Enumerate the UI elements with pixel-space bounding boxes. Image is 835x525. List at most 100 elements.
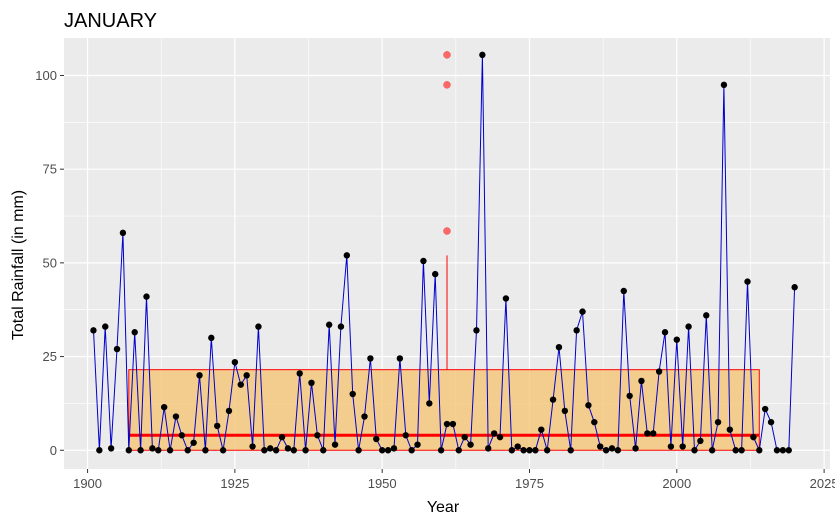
data-point: [714, 418, 722, 426]
data-point: [626, 392, 633, 400]
data-point: [703, 312, 710, 319]
data-point: [449, 420, 457, 428]
data-point: [532, 447, 539, 454]
outlier-point: [443, 227, 451, 235]
data-point: [396, 355, 404, 362]
y-tick-label: 100: [35, 68, 57, 83]
data-point: [496, 433, 504, 441]
x-tick-label: 1975: [515, 476, 544, 491]
data-point: [673, 336, 680, 343]
data-point: [567, 447, 574, 454]
data-point: [172, 413, 180, 420]
data-point: [543, 447, 551, 454]
data-point: [402, 432, 409, 439]
data-point: [473, 327, 480, 334]
data-point: [502, 295, 510, 302]
data-point: [178, 432, 186, 439]
data-point: [243, 372, 250, 379]
x-tick-label: 2000: [662, 476, 691, 491]
data-point: [414, 441, 421, 448]
data-point: [614, 447, 622, 454]
data-point: [384, 447, 392, 454]
data-point: [408, 447, 415, 454]
data-point: [432, 270, 439, 278]
data-point: [166, 447, 174, 454]
data-point: [650, 430, 657, 437]
data-point: [620, 287, 627, 295]
data-point: [349, 390, 356, 398]
data-point: [320, 447, 327, 454]
x-axis-title: Year: [427, 499, 460, 516]
data-point: [314, 432, 321, 439]
data-point: [331, 441, 339, 448]
data-point: [107, 445, 115, 452]
chart-title: JANUARY: [64, 10, 157, 32]
data-point: [308, 379, 315, 386]
data-point: [644, 430, 651, 437]
data-point: [655, 368, 663, 375]
data-point: [208, 334, 215, 342]
data-point: [160, 403, 168, 411]
data-point: [661, 329, 669, 336]
data-point: [96, 447, 103, 454]
data-point: [720, 81, 728, 89]
data-point: [119, 229, 127, 237]
data-point: [579, 308, 586, 315]
data-point: [467, 441, 474, 448]
data-point: [767, 418, 775, 426]
y-tick-label: 0: [50, 443, 57, 458]
data-point: [373, 435, 380, 443]
data-point: [355, 447, 362, 454]
data-point: [738, 447, 745, 454]
data-point: [202, 447, 209, 454]
data-point: [597, 443, 604, 450]
rainfall-series: [90, 51, 798, 454]
data-point: [479, 51, 486, 59]
data-point: [514, 443, 521, 450]
data-point: [726, 426, 734, 433]
data-point: [343, 252, 351, 259]
data-point: [190, 439, 197, 446]
data-point: [520, 447, 527, 454]
data-point: [461, 433, 468, 441]
y-tick-label: 25: [43, 349, 57, 364]
y-axis: 0 25 50 75 100: [35, 68, 64, 458]
data-point: [632, 445, 639, 452]
data-point: [196, 372, 203, 379]
data-point: [779, 447, 787, 454]
x-tick-label: 2025: [810, 476, 835, 491]
data-point: [255, 323, 262, 330]
data-point: [744, 278, 751, 285]
data-point: [756, 447, 763, 454]
series-line: [93, 54, 796, 453]
data-point: [573, 327, 580, 334]
data-point: [267, 445, 274, 452]
data-point: [761, 405, 769, 413]
data-point: [555, 343, 563, 351]
data-point: [155, 447, 162, 454]
y-tick-label: 50: [43, 255, 57, 270]
data-point: [290, 447, 297, 454]
x-tick-label: 1900: [73, 476, 102, 491]
data-point: [750, 433, 757, 441]
data-point: [149, 445, 156, 452]
data-point: [296, 370, 303, 377]
data-point: [490, 430, 498, 437]
data-point: [591, 418, 598, 426]
data-point: [390, 445, 398, 452]
data-point: [538, 426, 545, 433]
data-point: [549, 396, 557, 403]
data-point: [697, 437, 704, 445]
data-point: [219, 447, 227, 454]
data-point: [485, 445, 492, 452]
data-point: [249, 443, 256, 450]
data-point: [90, 327, 97, 334]
data-point: [585, 402, 592, 409]
data-point: [685, 323, 692, 330]
data-point: [225, 407, 233, 415]
data-point: [102, 323, 109, 330]
data-point: [214, 422, 221, 430]
data-point: [420, 257, 427, 265]
data-point: [378, 447, 386, 454]
data-point: [773, 447, 781, 454]
